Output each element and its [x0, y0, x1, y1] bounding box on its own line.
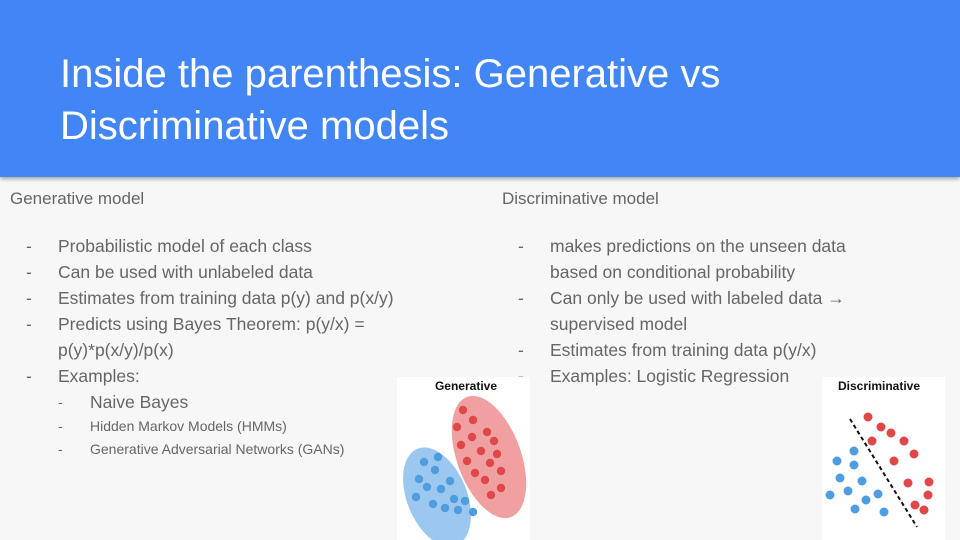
list-item: Hidden Markov Models (HMMs) [58, 415, 396, 438]
red-points [452, 405, 506, 500]
examples-sublist: Naive Bayes Hidden Markov Models (HMMs) … [58, 389, 396, 461]
list-item: makes predictions on the unseen data bas… [518, 233, 868, 285]
list-item: Examples: Logistic Regression [518, 363, 868, 389]
list-item: Probabilistic model of each class [26, 233, 396, 259]
blue-cluster-ellipse [403, 447, 471, 540]
red-cluster-ellipse [451, 395, 527, 519]
generative-plot: Generative [403, 379, 527, 540]
blue-points [825, 446, 889, 517]
discriminative-figure: Discriminative [822, 377, 945, 540]
discriminative-heading: Discriminative model [502, 189, 659, 208]
list-item: Estimates from training data p(y) and p(… [26, 285, 396, 311]
discriminative-bullet-list: makes predictions on the unseen data bas… [518, 233, 868, 389]
list-item: Estimates from training data p(y/x) [518, 337, 868, 363]
discriminative-figure-label: Discriminative [838, 379, 920, 393]
decision-boundary [849, 418, 918, 528]
list-item: Predicts using Bayes Theorem: p(y/x) = p… [26, 311, 396, 363]
list-item: Generative Adversarial Networks (GANs) [58, 438, 396, 461]
title-bar: Inside the parenthesis: Generative vs Di… [0, 0, 960, 177]
discriminative-plot: Discriminative [825, 379, 934, 528]
red-points [863, 412, 934, 515]
list-item: Naive Bayes [58, 389, 396, 415]
generative-bullet-list: Probabilistic model of each class Can be… [26, 233, 396, 461]
generative-figure: Generative [397, 377, 530, 540]
examples-label: Examples: [58, 366, 140, 386]
list-item: Can only be used with labeled data → sup… [518, 285, 868, 337]
blue-points [411, 452, 478, 517]
slide-title: Inside the parenthesis: Generative vs Di… [60, 52, 721, 148]
generative-heading: Generative model [10, 189, 145, 208]
list-item: Can be used with unlabeled data [26, 259, 396, 285]
list-item: Examples: Naive Bayes Hidden Markov Mode… [26, 363, 396, 461]
generative-figure-label: Generative [435, 379, 497, 393]
